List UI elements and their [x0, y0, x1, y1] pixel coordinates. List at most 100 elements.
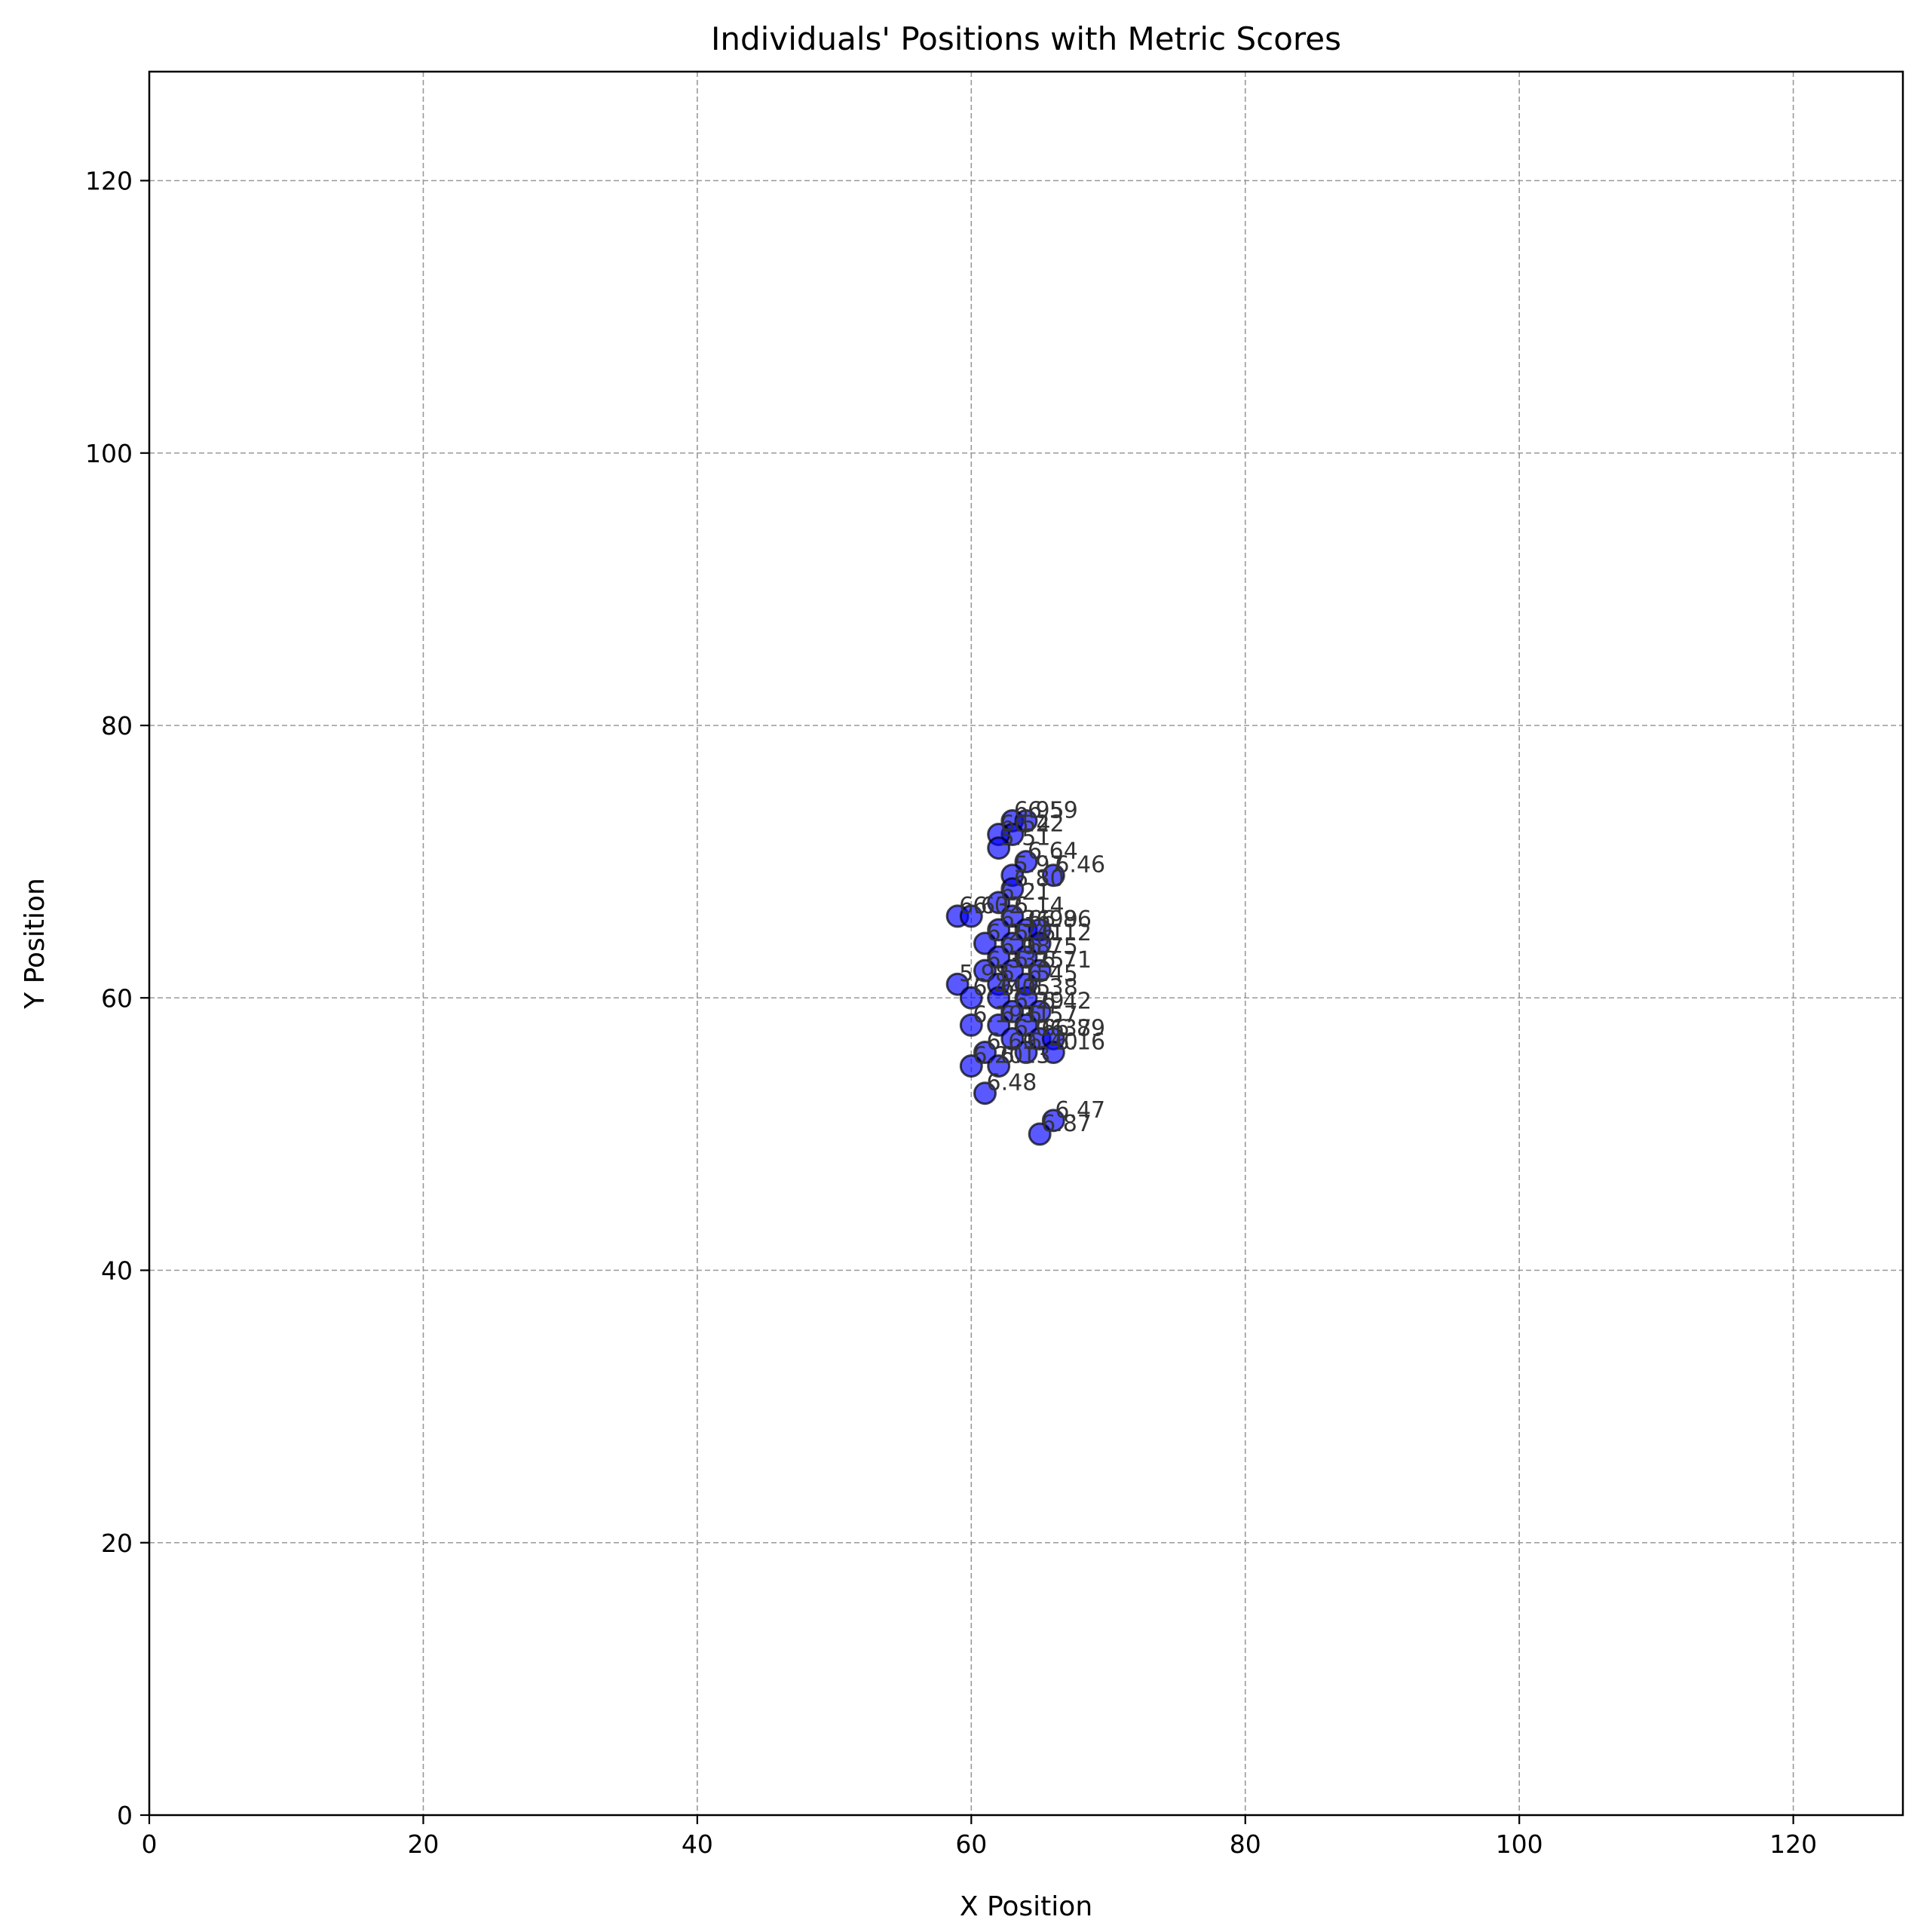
- data-point-label: 6.99: [1028, 906, 1078, 933]
- data-point: [959, 986, 983, 1010]
- data-point-label: 6.57: [1028, 1001, 1078, 1028]
- x-tick-label: 80: [1230, 1829, 1261, 1859]
- data-point-label: 6.86: [1041, 906, 1092, 933]
- point-annotations: 6.956.596.226.545.516.646.465.976.806.21…: [959, 797, 1105, 1136]
- data-point-label: 6.36: [1000, 906, 1051, 933]
- data-point: [973, 931, 997, 955]
- data-point: [973, 958, 997, 983]
- data-point-label: 6.06: [1014, 1015, 1065, 1041]
- data-point-label: 6.87: [1041, 1111, 1092, 1137]
- data-point: [1028, 1122, 1052, 1146]
- data-point: [1014, 1013, 1038, 1037]
- data-point: [1014, 1041, 1038, 1064]
- data-point-label: 6.89: [1055, 1015, 1105, 1041]
- x-tick-label: 0: [142, 1829, 158, 1859]
- data-point-label: 6.13: [1000, 1043, 1051, 1069]
- data-point-label: 6.47: [1055, 1097, 1105, 1124]
- data-point: [973, 1041, 997, 1064]
- x-tick-label: 60: [955, 1829, 987, 1859]
- data-point: [987, 1054, 1011, 1078]
- data-point: [1028, 958, 1052, 983]
- y-tick-label: 0: [117, 1801, 133, 1830]
- data-point-label: 6.59: [1028, 797, 1078, 823]
- data-point-label: 6.37: [1041, 1015, 1092, 1041]
- data-point: [1000, 1026, 1025, 1050]
- data-point-label: 6.64: [1028, 839, 1078, 865]
- data-point: [973, 1081, 997, 1106]
- data-point: [987, 1013, 1011, 1037]
- data-point: [987, 945, 1011, 969]
- data-point-label: 6.45: [1028, 961, 1078, 987]
- chart-title: Individuals' Positions with Metric Score…: [711, 20, 1341, 57]
- y-tick-label: 60: [101, 983, 133, 1013]
- y-tick-label: 100: [85, 439, 133, 468]
- data-point: [1041, 1041, 1065, 1064]
- y-tick-label: 40: [101, 1256, 133, 1286]
- data-point: [1028, 931, 1052, 955]
- data-point: [1041, 1109, 1065, 1133]
- data-point-label: 6.31: [1000, 1001, 1051, 1028]
- data-points: [945, 808, 1065, 1146]
- data-point-label: 6.75: [1028, 934, 1078, 960]
- data-point-label: 6.05: [1000, 974, 1051, 1001]
- axis-ticks: 0 20 40 60 80 100 120 0 20 40 60 80 100 120: [85, 167, 1817, 1860]
- data-point: [1014, 945, 1038, 969]
- data-point-label: 6.21: [1000, 879, 1051, 906]
- x-tick-label: 120: [1769, 1829, 1817, 1859]
- data-point-label: 5.97: [1014, 852, 1065, 879]
- y-axis-title: Y Position: [20, 878, 51, 1010]
- data-point-label: 6.20: [973, 1043, 1023, 1069]
- data-point: [945, 972, 970, 996]
- data-point-label: 6.80: [1014, 866, 1065, 892]
- data-point-label: 6.42: [1041, 988, 1092, 1014]
- data-point: [1014, 850, 1038, 874]
- data-point-label: 6.40: [1028, 1029, 1078, 1056]
- data-point: [959, 1054, 983, 1078]
- data-point-label: 6.63: [959, 893, 1009, 919]
- data-point: [1041, 863, 1065, 888]
- data-point-label: 6.29: [1014, 988, 1065, 1014]
- y-tick-label: 120: [85, 167, 133, 196]
- data-point: [1000, 877, 1025, 901]
- data-point-label: 6.41: [1014, 920, 1065, 946]
- data-point: [987, 836, 1011, 860]
- plot-background: [149, 72, 1903, 1815]
- data-point: [959, 1013, 983, 1037]
- data-point-label: 6.27: [986, 920, 1037, 946]
- data-point: [1014, 986, 1038, 1010]
- data-point-label: 6.60: [986, 1029, 1037, 1056]
- data-point-label: 6.54: [1000, 811, 1051, 838]
- x-tick-label: 40: [682, 1829, 713, 1859]
- data-point-label: 6.95: [1014, 797, 1065, 823]
- data-point-label: 6.46: [1055, 852, 1105, 879]
- data-point-label: 6.12: [1041, 920, 1092, 946]
- data-point-label: 6.71: [1041, 947, 1092, 974]
- data-point-label: 5.51: [1000, 825, 1051, 851]
- data-point: [1000, 999, 1025, 1023]
- data-point: [987, 918, 1011, 942]
- data-point: [1028, 999, 1052, 1023]
- data-point-label: 5.98: [959, 961, 1009, 987]
- data-point-label: 6.08: [1000, 934, 1051, 960]
- data-point-label: 6.16: [1055, 1029, 1105, 1056]
- data-point: [987, 891, 1011, 915]
- data-point-label: 6.02: [973, 893, 1023, 919]
- data-point-label: 6.15: [1000, 961, 1051, 987]
- data-point: [1000, 958, 1025, 983]
- x-tick-label: 20: [407, 1829, 439, 1859]
- data-point-label: 6.38: [1028, 974, 1078, 1001]
- data-point-label: 6.14: [1014, 893, 1065, 919]
- data-point: [959, 904, 983, 928]
- data-point-label: 6.25: [1014, 947, 1065, 974]
- x-tick-label: 100: [1496, 1829, 1543, 1859]
- data-point-label: 6.33: [986, 947, 1037, 974]
- plot-frame: [148, 70, 1904, 1817]
- y-tick-label: 80: [101, 711, 133, 741]
- data-point: [987, 986, 1011, 1010]
- data-point-label: 6.44: [973, 974, 1023, 1001]
- data-point: [1000, 904, 1025, 928]
- data-point-label: 6.19: [973, 1001, 1023, 1028]
- data-point: [1000, 931, 1025, 955]
- data-point: [1014, 808, 1038, 833]
